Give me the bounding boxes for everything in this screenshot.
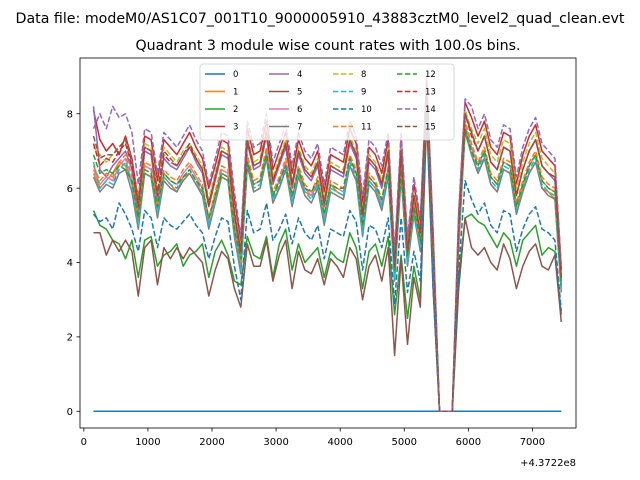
x-tick-label: 3000 (263, 437, 288, 448)
legend-label-2: 2 (233, 105, 238, 115)
x-tick-label: 5000 (392, 437, 417, 448)
x-tick-label: 1000 (135, 437, 160, 448)
legend-label-10: 10 (361, 105, 372, 115)
x-axis: 0 1000 2000 3000 4000 5000 6000 7000 (81, 428, 545, 448)
y-tick-label: 8 (67, 109, 73, 120)
y-axis: 0 2 4 6 8 (67, 109, 80, 418)
legend-label-12: 12 (425, 70, 436, 80)
x-offset-label: +4.3722e8 (520, 458, 576, 469)
x-tick-label: 0 (81, 437, 87, 448)
series-line-10 (92, 105, 563, 413)
legend-label-1: 1 (233, 88, 238, 98)
series-line-3 (92, 79, 563, 413)
y-tick-label: 4 (67, 258, 73, 269)
legend-label-7: 7 (297, 123, 302, 133)
x-tick-label: 6000 (456, 437, 481, 448)
legend-label-3: 3 (233, 123, 238, 133)
x-tick-label: 7000 (520, 437, 545, 448)
plot-lines (92, 75, 563, 413)
legend-box (199, 63, 455, 141)
legend-label-8: 8 (361, 70, 366, 80)
series-line-11 (92, 90, 563, 413)
y-tick-label: 6 (67, 184, 73, 195)
series-line-8 (92, 83, 563, 413)
chart-title: Quadrant 3 module wise count rates with … (135, 38, 520, 54)
series-line-5 (93, 116, 563, 413)
legend-label-0: 0 (233, 70, 238, 80)
legend-label-14: 14 (425, 105, 436, 115)
legend-label-6: 6 (297, 105, 302, 115)
series-line-14 (92, 75, 563, 413)
y-tick-label: 0 (67, 407, 73, 418)
legend-label-13: 13 (425, 88, 436, 98)
figure-suptitle: Data file: modeM0/AS1C07_001T10_90000059… (16, 11, 625, 27)
legend-label-5: 5 (297, 88, 302, 98)
x-tick-label: 2000 (199, 437, 224, 448)
legend-label-15: 15 (425, 123, 436, 133)
series-line-15 (92, 86, 563, 413)
y-tick-label: 2 (67, 332, 73, 343)
axes-frame (79, 57, 577, 429)
legend-label-11: 11 (361, 123, 372, 133)
legend-label-4: 4 (297, 70, 302, 80)
legend-label-9: 9 (361, 88, 366, 98)
series-line-9 (92, 94, 563, 413)
series-line-12 (92, 94, 563, 413)
x-tick-label: 4000 (327, 437, 352, 448)
series-line-2 (92, 98, 563, 413)
